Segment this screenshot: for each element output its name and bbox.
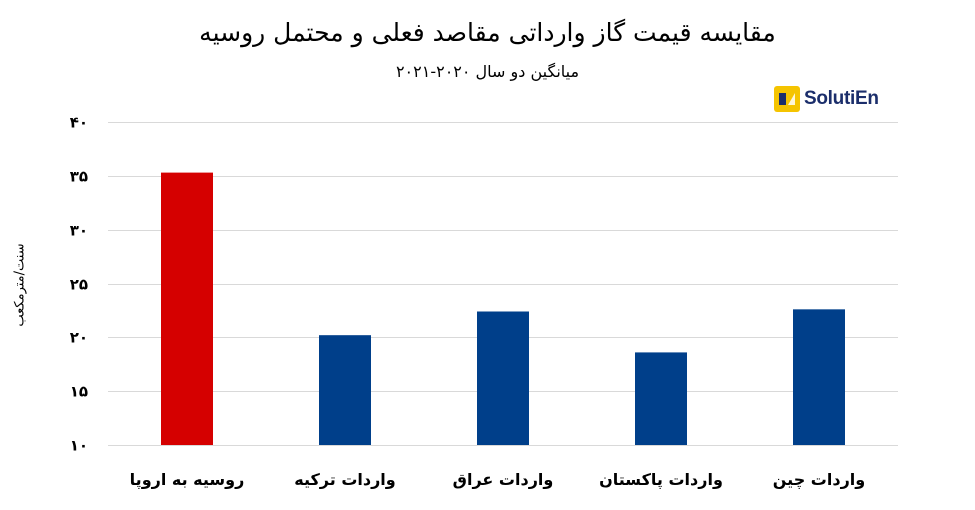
chart-subtitle: میانگین دو سال ۲۰۲۰-۲۰۲۱ (395, 62, 580, 81)
bar (161, 172, 213, 445)
x-category-label: واردات چین (773, 470, 865, 490)
y-tick-label: ۱۰ (70, 437, 88, 455)
y-tick-label: ۲۵ (70, 276, 88, 294)
bar (793, 309, 845, 445)
y-tick-label: ۱۵ (70, 383, 88, 401)
category-labels: روسیه به اروپا واردات ترکیه واردات عراق وار… (130, 470, 866, 490)
logo-mark-icon (774, 86, 800, 112)
logo-text: SolutiEn (804, 88, 879, 109)
x-category-label: روسیه به اروپا (130, 470, 245, 490)
y-tick-label: ۴۰ (70, 114, 88, 132)
y-tick-labels: ۱۰ ۱۵ ۲۰ ۲۵ ۳۰ ۳۵ ۴۰ (70, 114, 88, 455)
y-tick-label: ۲۰ (70, 329, 88, 347)
bar (635, 352, 687, 445)
x-category-label: واردات پاکستان (599, 470, 723, 490)
chart-title: مقایسه قیمت گاز وارداتی مقاصد فعلی و محت… (199, 18, 776, 47)
x-category-label: واردات عراق (453, 470, 554, 489)
solutien-logo: SolutiEn (774, 85, 879, 113)
bar (319, 335, 371, 445)
y-tick-label: ۳۵ (70, 168, 88, 186)
x-category-label: واردات ترکیه (294, 470, 395, 489)
y-tick-label: ۳۰ (70, 222, 88, 240)
bars (161, 172, 845, 445)
bar (477, 311, 529, 445)
